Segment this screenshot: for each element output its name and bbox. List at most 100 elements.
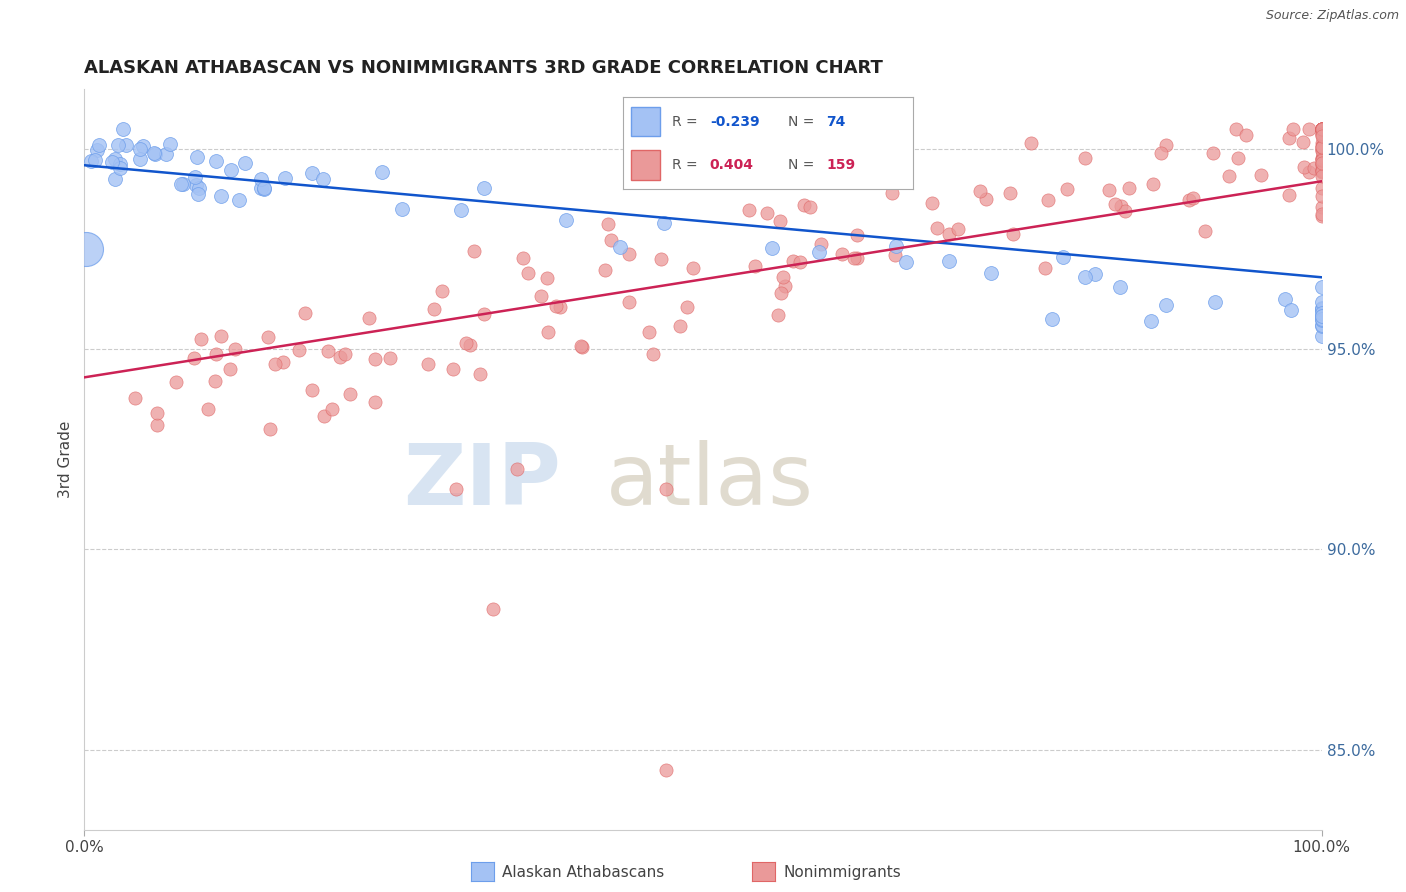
Point	[755, 206, 778, 220]
Point	[769, 213, 792, 227]
Point	[104, 152, 127, 166]
Point	[1310, 169, 1333, 184]
Point	[894, 255, 917, 269]
Point	[114, 137, 136, 152]
Point	[209, 188, 232, 202]
Point	[186, 178, 208, 193]
Point	[807, 245, 830, 260]
Point	[1225, 122, 1247, 136]
Point	[468, 368, 491, 382]
Point	[219, 162, 242, 177]
Point	[1227, 152, 1250, 166]
Point	[481, 602, 503, 616]
Point	[517, 267, 540, 281]
Point	[1104, 197, 1126, 211]
Point	[430, 284, 453, 298]
Point	[253, 182, 276, 196]
Point	[1150, 145, 1173, 160]
Point	[652, 216, 675, 230]
Point	[619, 247, 641, 261]
Point	[204, 347, 226, 361]
Point	[1310, 140, 1333, 154]
Point	[1274, 292, 1296, 306]
Point	[1310, 122, 1333, 136]
Point	[769, 285, 792, 300]
Point	[530, 288, 553, 302]
Point	[766, 308, 789, 322]
Point	[980, 266, 1002, 280]
Point	[974, 192, 997, 206]
Point	[1310, 152, 1333, 166]
Point	[569, 339, 592, 353]
Point	[1118, 180, 1140, 194]
Point	[1111, 199, 1133, 213]
Point	[617, 295, 640, 310]
Point	[1218, 169, 1240, 184]
Point	[218, 362, 240, 376]
Text: atlas: atlas	[606, 440, 814, 523]
Point	[1000, 186, 1022, 200]
Point	[1310, 156, 1333, 170]
Point	[1310, 280, 1333, 294]
Point	[738, 202, 761, 217]
Point	[1204, 295, 1226, 310]
Point	[1310, 180, 1333, 194]
Point	[1298, 122, 1320, 136]
Point	[1310, 152, 1333, 166]
Point	[1194, 224, 1216, 238]
Point	[1310, 156, 1333, 170]
Point	[321, 402, 343, 417]
Point	[925, 220, 948, 235]
Point	[650, 252, 672, 266]
Point	[669, 318, 692, 333]
Point	[333, 347, 356, 361]
Point	[512, 251, 534, 265]
Point	[536, 271, 558, 285]
Point	[110, 161, 132, 176]
Point	[571, 340, 593, 354]
Point	[1310, 140, 1333, 154]
Point	[1310, 157, 1333, 171]
Point	[463, 244, 485, 258]
Point	[108, 157, 131, 171]
Point	[249, 171, 271, 186]
Point	[1310, 122, 1333, 136]
Point	[1052, 250, 1074, 264]
Point	[79, 154, 101, 169]
Point	[1310, 122, 1333, 136]
Point	[506, 462, 529, 476]
Point	[842, 251, 865, 265]
Point	[773, 278, 796, 293]
Point	[1282, 122, 1305, 136]
Point	[846, 227, 869, 242]
Point	[537, 325, 560, 339]
Point	[301, 383, 323, 397]
Point	[1074, 151, 1097, 165]
Point	[1033, 261, 1056, 276]
Point	[450, 203, 472, 218]
Point	[883, 247, 905, 261]
Point	[1310, 122, 1333, 136]
Point	[969, 184, 991, 198]
Point	[1310, 200, 1333, 214]
Point	[1178, 193, 1201, 207]
Point	[1310, 122, 1333, 136]
Point	[124, 392, 146, 406]
Point	[312, 171, 335, 186]
Point	[1310, 163, 1333, 178]
Point	[1310, 302, 1333, 317]
Point	[1038, 193, 1060, 207]
Point	[1310, 156, 1333, 170]
Text: Nonimmigrants: Nonimmigrants	[783, 865, 901, 880]
Point	[1302, 161, 1324, 175]
Point	[1310, 122, 1333, 136]
Point	[637, 325, 659, 339]
Point	[1310, 122, 1333, 136]
Point	[184, 170, 207, 185]
Point	[1040, 311, 1063, 326]
Y-axis label: 3rd Grade: 3rd Grade	[58, 421, 73, 498]
Point	[1310, 188, 1333, 202]
Point	[86, 143, 108, 157]
Point	[1310, 329, 1333, 343]
Point	[1310, 319, 1333, 334]
